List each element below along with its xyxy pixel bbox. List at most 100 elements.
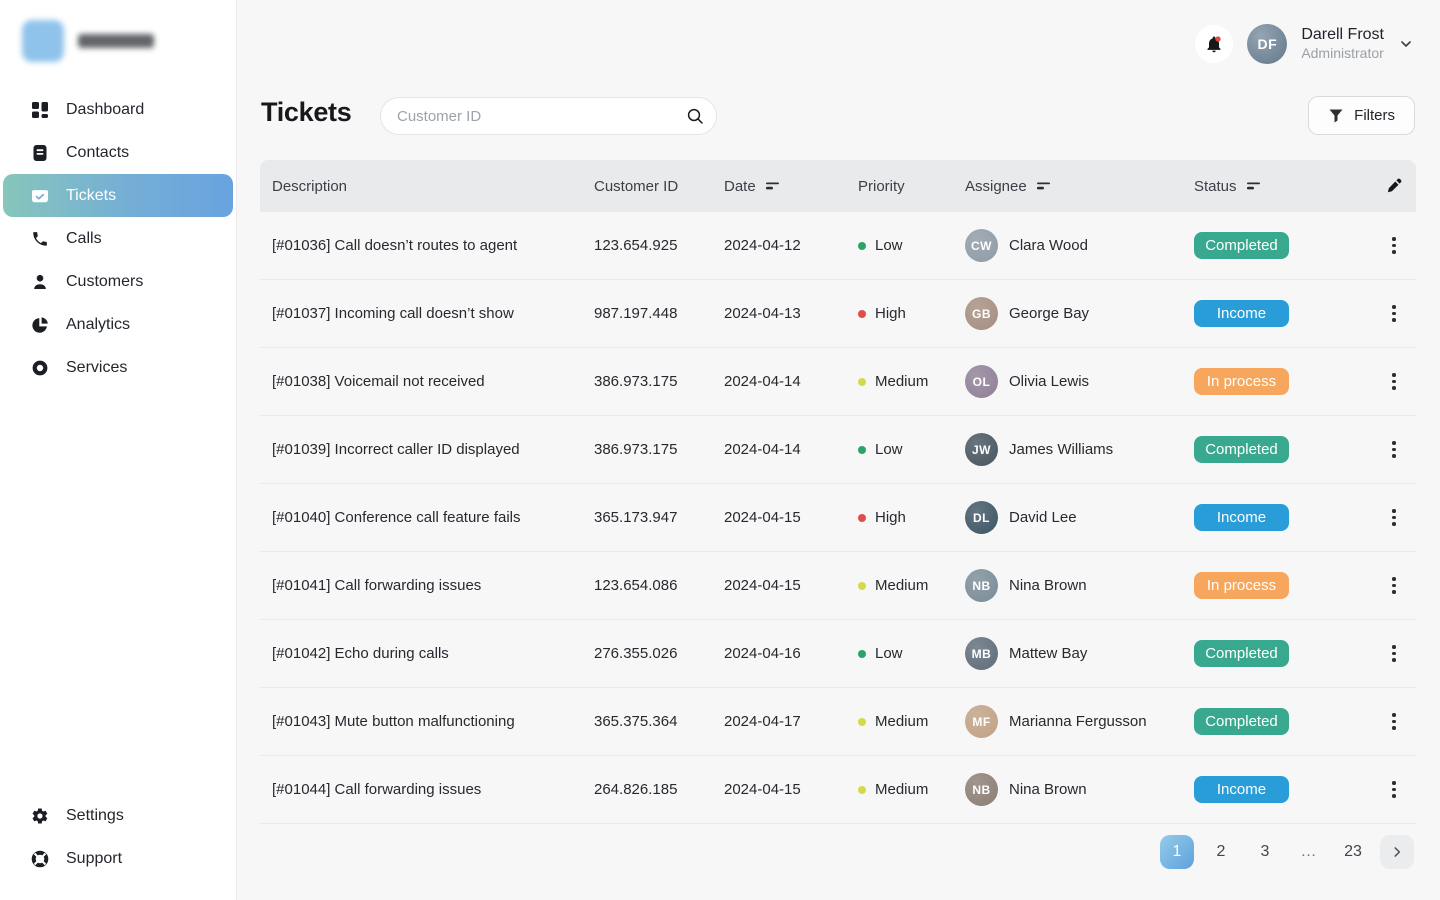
col-status[interactable]: Status — [1194, 178, 1372, 195]
dashboard-icon — [32, 101, 48, 118]
sidebar-item-label: Customers — [66, 272, 144, 290]
ticket-date: 2024-04-14 — [724, 373, 801, 390]
assignee-avatar: MF — [965, 705, 998, 738]
ticket-description: [#01042] Echo during calls — [272, 645, 449, 662]
user-avatar[interactable]: DF — [1247, 24, 1288, 64]
ticket-priority: Low — [858, 645, 965, 662]
status-badge: In process — [1194, 368, 1289, 395]
sidebar-item-customers[interactable]: Customers — [0, 260, 236, 303]
table-row: [#01037] Incoming call doesn’t show 987.… — [260, 280, 1416, 348]
phone-icon — [33, 231, 47, 246]
col-date[interactable]: Date — [724, 178, 858, 195]
table-row: [#01036] Call doesn’t routes to agent 12… — [260, 212, 1416, 280]
col-assignee[interactable]: Assignee — [965, 178, 1194, 195]
app-logo — [22, 20, 154, 62]
ticket-assignee: DL David Lee — [965, 501, 1194, 534]
ticket-assignee: NB Nina Brown — [965, 773, 1194, 806]
lifebuoy-icon — [31, 850, 49, 867]
priority-dot-icon — [858, 445, 866, 454]
sort-icon — [1246, 182, 1260, 189]
assignee-avatar: NB — [965, 569, 998, 602]
user-name: Darell Frost — [1301, 26, 1384, 44]
status-badge: Completed — [1194, 232, 1289, 259]
ticket-customer-id: 987.197.448 — [594, 305, 678, 322]
status-badge: Completed — [1194, 436, 1289, 463]
ticket-customer-id: 386.973.175 — [594, 373, 678, 390]
pagination: 1 2 3 … 23 — [1160, 835, 1414, 869]
row-actions — [1372, 643, 1416, 665]
chevron-down-icon — [1401, 41, 1411, 47]
sidebar: Dashboard Contacts Tickets Calls — [0, 0, 237, 900]
priority-dot-icon — [858, 513, 866, 522]
ticket-date: 2024-04-15 — [724, 781, 801, 798]
col-customer-id: Customer ID — [594, 177, 679, 195]
row-menu-button[interactable] — [1385, 575, 1403, 597]
row-menu-button[interactable] — [1385, 779, 1403, 801]
sort-icon — [1036, 182, 1050, 189]
search-input[interactable] — [380, 97, 717, 135]
sidebar-item-settings[interactable]: Settings — [0, 794, 236, 837]
search-icon[interactable] — [686, 107, 704, 125]
ticket-status: Income — [1194, 776, 1372, 803]
page-button-3[interactable]: 3 — [1260, 843, 1270, 860]
page-button-2[interactable]: 2 — [1216, 843, 1226, 860]
status-badge: Income — [1194, 776, 1289, 803]
sidebar-item-services[interactable]: Services — [0, 346, 236, 389]
filter-funnel-icon — [1329, 109, 1343, 122]
table-row: [#01042] Echo during calls 276.355.026 2… — [260, 620, 1416, 688]
edit-columns-button[interactable] — [1372, 177, 1416, 195]
ticket-assignee: GB George Bay — [965, 297, 1194, 330]
table-row: [#01043] Mute button malfunctioning 365.… — [260, 688, 1416, 756]
ticket-status: Completed — [1194, 708, 1372, 735]
ticket-assignee: MB Mattew Bay — [965, 637, 1194, 670]
tickets-table: Description Customer ID Date Priority As… — [260, 160, 1416, 824]
sidebar-item-dashboard[interactable]: Dashboard — [0, 88, 236, 131]
next-page-button[interactable] — [1380, 835, 1414, 869]
sidebar-item-analytics[interactable]: Analytics — [0, 303, 236, 346]
user-role: Administrator — [1301, 45, 1384, 62]
ring-icon — [32, 360, 48, 375]
row-menu-button[interactable] — [1385, 643, 1403, 665]
row-menu-button[interactable] — [1385, 303, 1403, 325]
gear-icon — [32, 807, 48, 824]
ticket-assignee: OL Olivia Lewis — [965, 365, 1194, 398]
ticket-date: 2024-04-15 — [724, 577, 801, 594]
row-menu-button[interactable] — [1385, 235, 1403, 257]
page-button-23[interactable]: 23 — [1344, 843, 1362, 860]
notifications-button[interactable] — [1195, 25, 1234, 63]
ticket-description: [#01040] Conference call feature fails — [272, 509, 521, 526]
sidebar-item-label: Support — [66, 849, 123, 867]
row-actions — [1372, 711, 1416, 733]
ticket-description: [#01041] Call forwarding issues — [272, 577, 482, 594]
ticket-priority: Medium — [858, 781, 965, 798]
pie-chart-icon — [32, 316, 48, 333]
assignee-avatar: OL — [965, 365, 998, 398]
ticket-customer-id: 264.826.185 — [594, 781, 678, 798]
table-row: [#01039] Incorrect caller ID displayed 3… — [260, 416, 1416, 484]
page-title: Tickets — [261, 97, 352, 127]
row-menu-button[interactable] — [1385, 439, 1403, 461]
filters-button[interactable]: Filters — [1308, 96, 1415, 135]
user-menu-chevron[interactable] — [1398, 36, 1414, 52]
sidebar-item-contacts[interactable]: Contacts — [0, 131, 236, 174]
row-menu-button[interactable] — [1385, 711, 1403, 733]
row-menu-button[interactable] — [1385, 371, 1403, 393]
ticket-customer-id: 365.375.364 — [594, 713, 678, 730]
row-menu-button[interactable] — [1385, 507, 1403, 529]
sidebar-item-tickets[interactable]: Tickets — [3, 174, 233, 217]
sidebar-item-calls[interactable]: Calls — [0, 217, 236, 260]
sidebar-item-label: Calls — [66, 229, 102, 247]
row-actions — [1372, 235, 1416, 257]
ticket-status: In process — [1194, 572, 1372, 599]
table-header: Description Customer ID Date Priority As… — [260, 160, 1416, 212]
ticket-description: [#01038] Voicemail not received — [272, 373, 485, 390]
ticket-date: 2024-04-13 — [724, 305, 801, 322]
ticket-date: 2024-04-15 — [724, 509, 801, 526]
ticket-description: [#01044] Call forwarding issues — [272, 781, 482, 798]
status-badge: In process — [1194, 572, 1289, 599]
ticket-description: [#01043] Mute button malfunctioning — [272, 713, 515, 730]
sidebar-nav: Dashboard Contacts Tickets Calls — [0, 88, 236, 389]
page-button-1[interactable]: 1 — [1160, 835, 1194, 869]
assignee-avatar: NB — [965, 773, 998, 806]
sidebar-item-support[interactable]: Support — [0, 837, 236, 880]
